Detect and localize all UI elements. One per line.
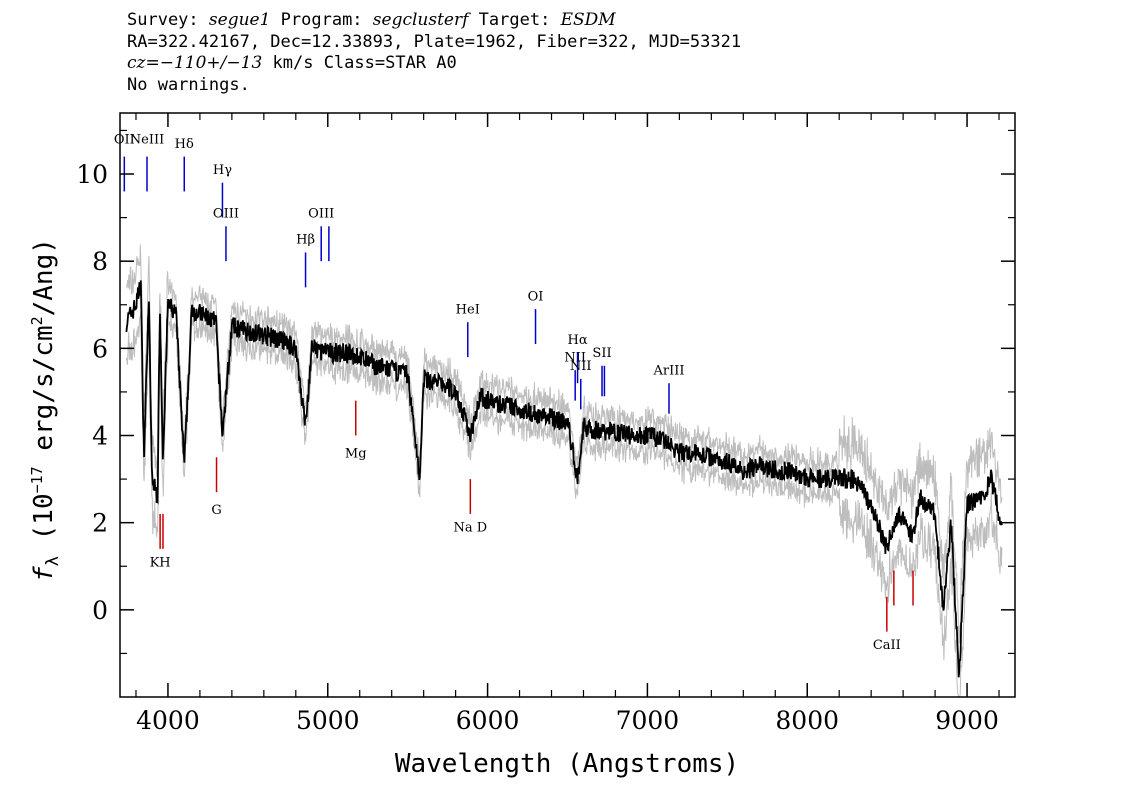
- error-upper-trace: [125, 244, 1003, 644]
- y-title-exp2: 2: [28, 316, 46, 325]
- line-marker-label: Hγ: [213, 163, 232, 178]
- x-axis-title: Wavelength (Angstroms): [395, 749, 739, 779]
- cz-label: cz=: [127, 53, 160, 73]
- y-tick-label: 8: [92, 247, 108, 276]
- y-tick-label: 0: [92, 596, 108, 625]
- line-marker-label: Na D: [453, 520, 487, 535]
- line-marker-label: Hβ: [296, 233, 315, 248]
- line-marker-label: CaII: [873, 638, 901, 653]
- y-tick-label: 10: [76, 160, 108, 189]
- line-marker-label: HeI: [456, 302, 480, 317]
- x-tick-label: 4000: [136, 706, 200, 735]
- target-value: ESDM: [560, 10, 616, 30]
- y-title-exp: −17: [28, 466, 46, 493]
- line-marker-label: OIII: [213, 207, 239, 222]
- axis-ticks: 4000 5000 6000 7000 8000 9000 0 2 4 6 8 10: [76, 113, 1015, 735]
- line-marker-label: G: [211, 503, 221, 518]
- y-tick-label: 2: [92, 509, 108, 538]
- spectrum-trace: [125, 280, 1003, 678]
- y-title-units: erg/s/cm: [29, 325, 59, 466]
- line-marker-label: NII: [564, 350, 586, 365]
- line-marker-label: SII: [592, 346, 611, 361]
- target-label: Target:: [478, 10, 551, 30]
- line-marker-label: OIII: [308, 207, 334, 222]
- coordinates-line: RA=322.42167, Dec=12.33893, Plate=1962, …: [127, 31, 742, 52]
- program-value: segclusterf: [372, 10, 469, 30]
- program-label: Program:: [280, 10, 363, 30]
- survey-line: Survey: segue1 Program: segclusterf Targ…: [127, 10, 741, 32]
- x-tick-label: 6000: [456, 706, 520, 735]
- warnings-line: No warnings.: [127, 74, 250, 95]
- line-marker-label: Hδ: [175, 137, 194, 152]
- y-axis-title: fλ (10−17 erg/s/cm2/Ang): [28, 238, 63, 582]
- y-title-main: (10: [29, 493, 59, 556]
- x-tick-label: 7000: [616, 706, 680, 735]
- x-tick-label: 5000: [296, 706, 360, 735]
- class-text: km/s Class=STAR A0: [262, 53, 457, 73]
- line-marker-label: ArIII: [652, 363, 684, 378]
- y-tick-label: 4: [92, 422, 108, 451]
- y-tick-label: 6: [92, 334, 108, 363]
- spectrum-plot-lines: [125, 244, 1003, 698]
- line-marker-label: Hα: [568, 333, 588, 348]
- line-marker-label: OII: [114, 133, 135, 148]
- redshift-line: cz=−110+/−13 km/s Class=STAR A0: [127, 53, 741, 75]
- line-marker-label: NII: [570, 359, 592, 374]
- x-tick-label: 8000: [775, 706, 839, 735]
- survey-label: Survey:: [127, 10, 199, 30]
- line-marker-label: OI: [528, 289, 544, 304]
- line-marker-label: KH: [150, 555, 171, 570]
- x-tick-label: 9000: [935, 706, 999, 735]
- error-lower-trace: [125, 307, 1003, 698]
- cz-value: −110+/−13: [159, 53, 263, 73]
- line-marker-label: NeIII: [130, 133, 164, 148]
- y-title-sub: λ: [43, 556, 63, 566]
- survey-value: segue1: [208, 10, 271, 30]
- spectrum-header: Survey: segue1 Program: segclusterf Targ…: [127, 10, 741, 96]
- y-title-end: /Ang): [29, 238, 59, 316]
- y-title-f: f: [29, 566, 59, 582]
- line-marker-label: Mg: [345, 446, 367, 461]
- plot-frame: [119, 112, 1016, 698]
